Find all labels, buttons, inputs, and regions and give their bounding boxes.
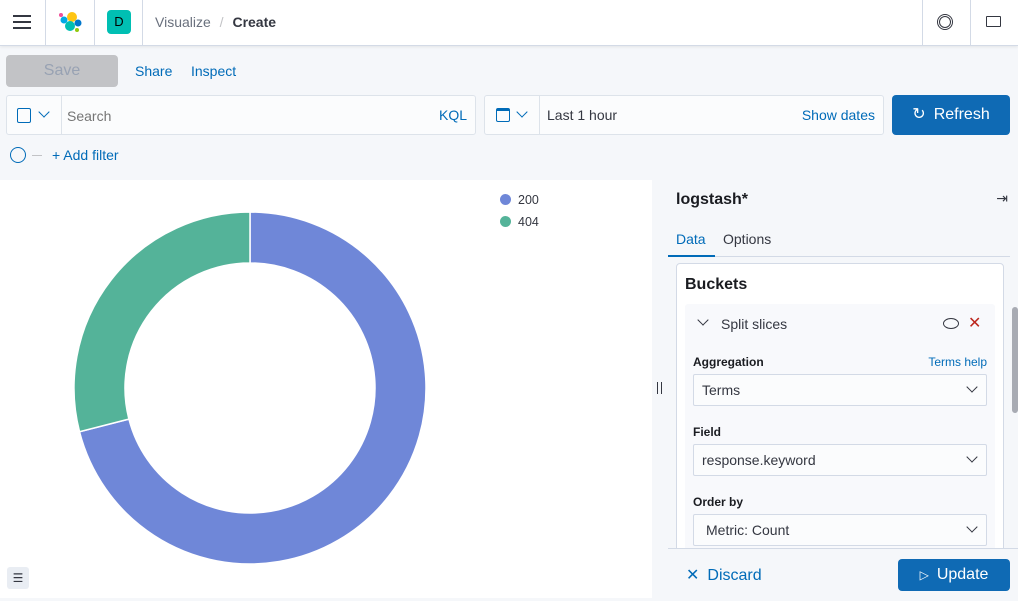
legend-toggle-icon[interactable]: ☰	[7, 567, 29, 589]
refresh-button[interactable]: ↻ Refresh	[892, 95, 1010, 135]
legend-item[interactable]: 404	[500, 215, 539, 229]
breadcrumb-visualize[interactable]: Visualize	[155, 14, 211, 30]
tab-options[interactable]: Options	[723, 231, 772, 247]
remove-icon[interactable]: ✕	[968, 315, 982, 332]
field-label: Field	[693, 425, 722, 439]
buckets-card: Buckets Split slices ✕ Aggregation Terms…	[676, 263, 1004, 553]
chevron-down-icon	[966, 521, 978, 533]
share-link[interactable]: Share	[135, 63, 173, 79]
eye-icon[interactable]	[943, 318, 959, 329]
donut-chart	[73, 211, 427, 565]
index-pattern-title: logstash*	[676, 191, 749, 208]
chevron-down-icon	[966, 451, 978, 463]
update-button[interactable]: ▷ Update	[898, 559, 1010, 591]
elastic-logo-icon[interactable]	[58, 10, 82, 34]
save-button[interactable]: Save	[6, 55, 118, 87]
aggregation-label: Aggregation	[693, 355, 764, 369]
time-range[interactable]: Last 1 hour	[547, 107, 618, 123]
collapse-sidebar-icon[interactable]: ⇥	[996, 190, 1008, 206]
chevron-down-icon[interactable]	[516, 106, 528, 118]
time-picker: Last 1 hour Show dates	[484, 95, 884, 135]
pie-slice-200[interactable]	[78, 211, 427, 565]
show-dates-link[interactable]: Show dates	[801, 107, 875, 123]
query-bar: KQL	[6, 95, 476, 135]
order-by-select[interactable]: Metric: Count	[693, 514, 987, 546]
chevron-down-icon[interactable]	[697, 314, 709, 326]
mail-icon[interactable]	[986, 16, 1001, 27]
chevron-down-icon	[966, 381, 978, 393]
top-header: D Visualize / Create	[0, 0, 1018, 46]
terms-help-link[interactable]: Terms help	[928, 355, 987, 369]
discard-button[interactable]: ✕ Discard	[686, 567, 762, 584]
breadcrumb: Visualize / Create	[155, 14, 277, 30]
search-input[interactable]	[67, 104, 427, 128]
field-select[interactable]: response.keyword	[693, 444, 987, 476]
buckets-title: Buckets	[685, 276, 748, 293]
panel-scrollbar[interactable]	[1012, 307, 1018, 413]
play-icon: ▷	[919, 568, 929, 582]
legend-item[interactable]: 200	[500, 193, 539, 207]
chart-area: 200 404 ☰	[0, 180, 652, 598]
tab-data[interactable]: Data	[668, 231, 715, 257]
inspect-link[interactable]: Inspect	[191, 63, 237, 79]
resize-handle[interactable]	[657, 382, 662, 394]
legend: 200 404	[500, 193, 539, 229]
editor-panel: logstash* ⇥ Data Options	[668, 180, 1018, 598]
add-filter-link[interactable]: + Add filter	[52, 147, 119, 163]
filter-icon[interactable]	[10, 147, 26, 163]
refresh-icon: ↻	[912, 106, 926, 123]
order-by-label: Order by	[693, 495, 744, 509]
legend-dot	[500, 194, 511, 205]
menu-icon[interactable]	[13, 15, 31, 29]
breadcrumb-create: Create	[232, 14, 277, 30]
close-icon: ✕	[686, 567, 700, 584]
kql-toggle[interactable]: KQL	[438, 107, 467, 123]
pie-slice-404[interactable]	[73, 211, 251, 433]
bucket-title[interactable]: Split slices	[721, 316, 788, 332]
chevron-down-icon[interactable]	[38, 106, 50, 118]
editor-footer: ✕ Discard ▷ Update	[668, 548, 1018, 598]
space-avatar[interactable]: D	[107, 10, 131, 34]
calendar-icon[interactable]	[496, 108, 510, 122]
help-icon[interactable]	[937, 14, 953, 30]
legend-dot	[500, 216, 511, 227]
aggregation-select[interactable]: Terms	[693, 374, 987, 406]
saved-query-icon[interactable]	[17, 108, 31, 123]
